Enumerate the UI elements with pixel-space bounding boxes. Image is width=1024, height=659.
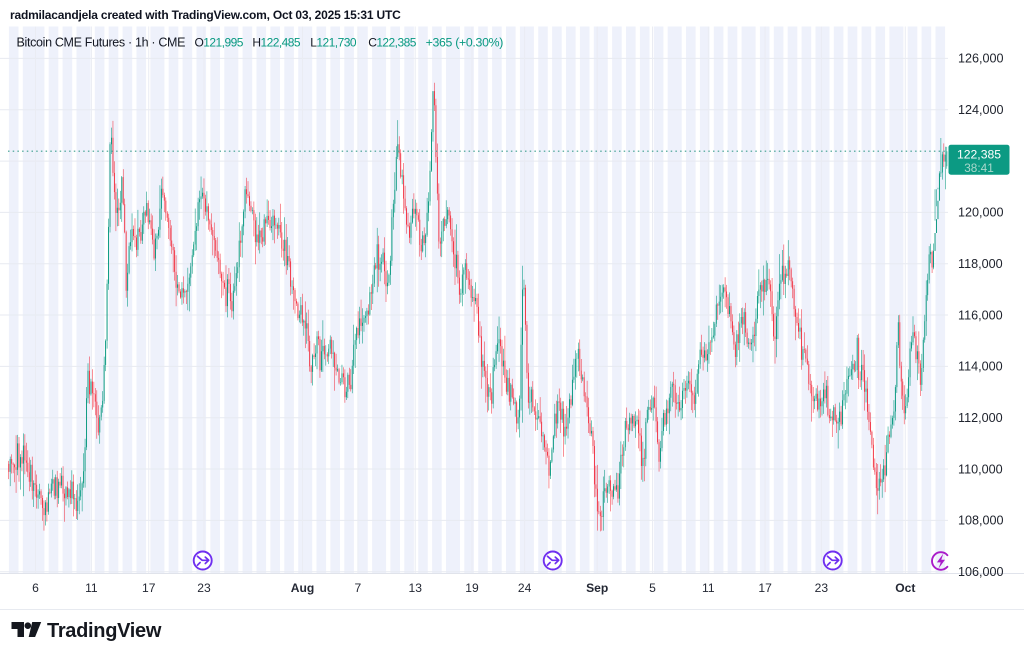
- svg-text:6: 6: [32, 581, 39, 595]
- svg-text:H122,485: H122,485: [252, 36, 301, 50]
- svg-text:L121,730: L121,730: [310, 36, 357, 50]
- svg-text:23: 23: [197, 581, 211, 595]
- svg-text:Sep: Sep: [586, 581, 608, 595]
- svg-text:24: 24: [518, 581, 532, 595]
- svg-text:112,000: 112,000: [958, 411, 1003, 425]
- svg-text:O121,995: O121,995: [195, 36, 244, 50]
- svg-text:108,000: 108,000: [958, 514, 1004, 528]
- svg-text:19: 19: [465, 581, 479, 595]
- svg-text:110,000: 110,000: [958, 462, 1003, 476]
- svg-text:+365 (+0.30%): +365 (+0.30%): [426, 36, 504, 50]
- svg-text:114,000: 114,000: [958, 360, 1003, 374]
- svg-text:11: 11: [702, 581, 715, 595]
- svg-text:17: 17: [758, 581, 772, 595]
- svg-text:106,000: 106,000: [958, 565, 1004, 579]
- svg-text:23: 23: [815, 581, 829, 595]
- svg-text:radmilacandjela created with T: radmilacandjela created with TradingView…: [10, 8, 401, 22]
- svg-text:5: 5: [649, 581, 656, 595]
- svg-text:Oct: Oct: [895, 581, 915, 595]
- svg-text:7: 7: [355, 581, 362, 595]
- svg-text:Bitcoin CME Futures · 1h · CME: Bitcoin CME Futures · 1h · CME: [17, 36, 186, 50]
- svg-text:Aug: Aug: [291, 581, 315, 595]
- svg-text:122,385: 122,385: [957, 148, 1001, 162]
- svg-text:17: 17: [142, 581, 156, 595]
- svg-text:120,000: 120,000: [958, 206, 1004, 220]
- svg-text:C122,385: C122,385: [368, 36, 417, 50]
- svg-text:116,000: 116,000: [958, 308, 1003, 322]
- svg-text:126,000: 126,000: [958, 52, 1004, 66]
- svg-text:TradingView: TradingView: [47, 620, 162, 642]
- svg-text:11: 11: [85, 581, 98, 595]
- svg-text:38:41: 38:41: [964, 161, 994, 175]
- svg-text:118,000: 118,000: [958, 257, 1003, 271]
- svg-text:13: 13: [408, 581, 422, 595]
- svg-text:124,000: 124,000: [958, 103, 1004, 117]
